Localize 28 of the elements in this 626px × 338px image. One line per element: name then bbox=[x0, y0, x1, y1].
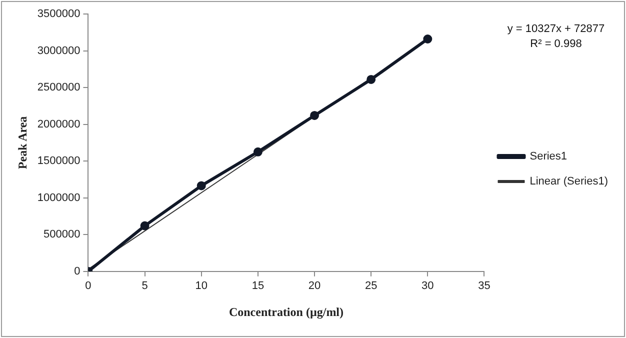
y-tick-label: 1500000 bbox=[37, 155, 80, 168]
x-tick-label: 0 bbox=[85, 280, 92, 292]
x-tick-label: 5 bbox=[142, 280, 148, 292]
x-axis-title: Concentration (µg/ml) bbox=[228, 304, 344, 319]
y-tick-label: 3000000 bbox=[37, 44, 80, 57]
x-tick-label: 20 bbox=[308, 280, 321, 292]
point bbox=[140, 221, 150, 230]
point bbox=[196, 181, 206, 190]
legend-label: Series1 bbox=[530, 150, 568, 163]
y-tick-label: 1000000 bbox=[37, 192, 80, 204]
point bbox=[366, 74, 376, 84]
y-tick-label: 0 bbox=[74, 265, 80, 278]
y-tick-label: 500000 bbox=[44, 228, 80, 241]
x-tick-label: 30 bbox=[422, 280, 434, 292]
point bbox=[310, 110, 320, 120]
y-tick-label: 2500000 bbox=[37, 82, 80, 94]
x-tick-label: 15 bbox=[252, 280, 264, 292]
y-tick-label: 3500000 bbox=[37, 8, 80, 20]
point bbox=[423, 34, 432, 44]
y-axis-title: Peak Area bbox=[15, 116, 30, 170]
text: R² = 0.998 bbox=[529, 37, 583, 52]
legend-label: Linear (Series1) bbox=[530, 176, 608, 188]
text: y = 10327x + 72877 bbox=[506, 22, 606, 37]
x-tick-label: 35 bbox=[478, 280, 490, 292]
x-tick-label: 25 bbox=[364, 280, 378, 292]
y-tick-label: 2000000 bbox=[37, 118, 80, 130]
point bbox=[253, 147, 262, 156]
x-tick-label: 10 bbox=[195, 280, 208, 292]
